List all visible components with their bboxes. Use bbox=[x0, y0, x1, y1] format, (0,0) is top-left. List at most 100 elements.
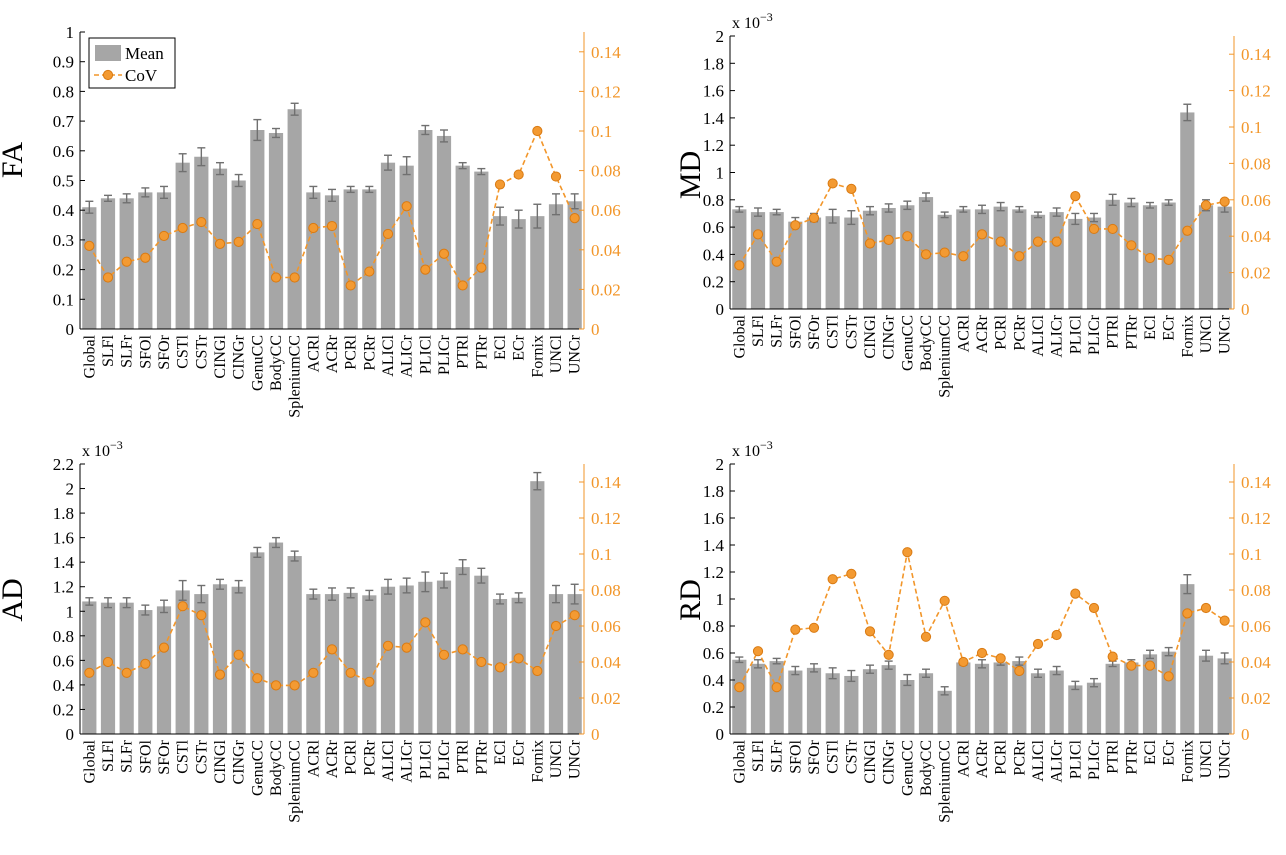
category-label: PTRl bbox=[1105, 314, 1122, 348]
legend-mean-label: Mean bbox=[125, 44, 164, 63]
bar bbox=[530, 481, 545, 734]
y-tick-label: 1.6 bbox=[53, 529, 74, 548]
bar bbox=[492, 216, 508, 329]
y-tick-label: 0.4 bbox=[703, 245, 725, 264]
bar bbox=[1105, 663, 1120, 734]
cov-point bbox=[270, 272, 282, 283]
legend-mean-swatch bbox=[95, 45, 121, 61]
cov-point bbox=[1014, 251, 1025, 262]
cov-point bbox=[1182, 225, 1193, 236]
category-label: ACRr bbox=[324, 334, 341, 373]
category-label: ACRl bbox=[955, 739, 972, 777]
category-label: PLICl bbox=[1067, 739, 1084, 779]
cov-point bbox=[790, 220, 801, 231]
category-label: ACRr bbox=[324, 739, 341, 778]
y2-tick-label: 0.1 bbox=[1241, 545, 1262, 564]
cov-point bbox=[438, 248, 450, 259]
cov-point bbox=[214, 238, 226, 249]
cov-point bbox=[1219, 196, 1230, 207]
cov-point bbox=[790, 624, 801, 635]
cov-point bbox=[140, 252, 151, 263]
category-label: UNCl bbox=[548, 739, 565, 778]
cov-point bbox=[233, 649, 244, 660]
cov-point bbox=[401, 642, 412, 653]
cov-point bbox=[1088, 602, 1100, 614]
bar bbox=[399, 165, 414, 329]
bar bbox=[937, 690, 952, 734]
bar bbox=[825, 673, 840, 734]
category-label: Fornix bbox=[1179, 315, 1196, 358]
bar bbox=[862, 669, 878, 734]
cov-point bbox=[420, 264, 431, 275]
category-label: PTRr bbox=[1123, 739, 1140, 774]
y-tick-label: 0 bbox=[716, 300, 725, 319]
cov-point bbox=[550, 171, 562, 182]
bar bbox=[937, 214, 952, 309]
cov-point bbox=[1182, 608, 1193, 619]
bar bbox=[175, 590, 190, 734]
category-label: SFOr bbox=[156, 739, 173, 774]
y-tick-label: 0.8 bbox=[53, 82, 74, 101]
category-label: CINGr bbox=[881, 314, 898, 359]
cov-point bbox=[140, 658, 151, 669]
bar bbox=[474, 171, 489, 329]
bar bbox=[324, 195, 340, 329]
cov-point bbox=[1144, 660, 1156, 671]
bar bbox=[900, 680, 915, 734]
bar bbox=[250, 552, 265, 734]
category-label: PCRl bbox=[343, 334, 360, 369]
category-label: UNCl bbox=[548, 334, 565, 373]
cov-point bbox=[158, 230, 170, 242]
bar bbox=[1180, 584, 1195, 734]
cov-point bbox=[1051, 236, 1062, 247]
cov-point bbox=[177, 222, 188, 234]
y-tick-label: 0.8 bbox=[703, 191, 724, 210]
bar bbox=[156, 192, 172, 329]
cov-point bbox=[976, 647, 988, 659]
category-label: ALICl bbox=[1030, 739, 1047, 781]
panel-fa: 0 0.1 0.2 0.3 0.4 0.5 0.6 0.7 0.8 0.9 1 0 0.02 0.04 0.… bbox=[0, 23, 621, 418]
panel-ad: 0 0.2 0.4 0.6 0.8 1 1.2 1.4 1.6 1.8 2 2.2 0 0.02 0.04 0… bbox=[0, 438, 621, 823]
category-label: PTRr bbox=[1123, 314, 1140, 349]
cov-point bbox=[976, 229, 988, 240]
cov-point bbox=[401, 201, 412, 212]
category-label: UNCl bbox=[1198, 314, 1215, 353]
y2-tick-label: 0.14 bbox=[1241, 45, 1271, 64]
bar bbox=[844, 675, 859, 734]
bar bbox=[175, 162, 190, 329]
bar bbox=[806, 217, 822, 309]
y2-tick-label: 0.02 bbox=[1241, 264, 1271, 283]
bar bbox=[324, 594, 340, 734]
y-tick-label: 1.6 bbox=[703, 82, 724, 101]
bar bbox=[138, 610, 153, 734]
cov-point bbox=[752, 229, 764, 240]
category-label: PLICl bbox=[1067, 314, 1084, 354]
y-axis-label: MD bbox=[674, 151, 707, 199]
category-label: Global bbox=[81, 334, 98, 378]
category-label: SLFr bbox=[769, 739, 786, 773]
y2-tick-label: 0.04 bbox=[591, 241, 621, 260]
y2-tick-label: 0.04 bbox=[591, 653, 621, 672]
bar bbox=[399, 585, 414, 734]
bar bbox=[993, 206, 1008, 309]
y-tick-label: 0.6 bbox=[703, 644, 724, 663]
y2-tick-label: 0 bbox=[591, 725, 600, 744]
category-label: SLFr bbox=[119, 739, 136, 773]
cov-point bbox=[1144, 252, 1156, 264]
bar bbox=[343, 592, 358, 734]
category-label: PTRl bbox=[455, 739, 472, 773]
cov-point bbox=[345, 280, 356, 291]
category-label: ECl bbox=[492, 334, 509, 359]
category-label: PTRr bbox=[473, 739, 490, 774]
y2-tick-label: 0.06 bbox=[591, 617, 621, 636]
cov-point bbox=[1163, 671, 1174, 682]
y-tick-label: 1.2 bbox=[703, 136, 724, 155]
cov-point bbox=[233, 236, 244, 247]
category-label: SLFl bbox=[100, 739, 117, 772]
cov-point bbox=[939, 247, 950, 258]
y-axis-label: AD bbox=[0, 578, 29, 621]
category-label: ALICl bbox=[1030, 314, 1047, 356]
cov-point bbox=[121, 256, 132, 267]
cov-point bbox=[476, 656, 487, 668]
category-label: CINGl bbox=[212, 739, 229, 783]
